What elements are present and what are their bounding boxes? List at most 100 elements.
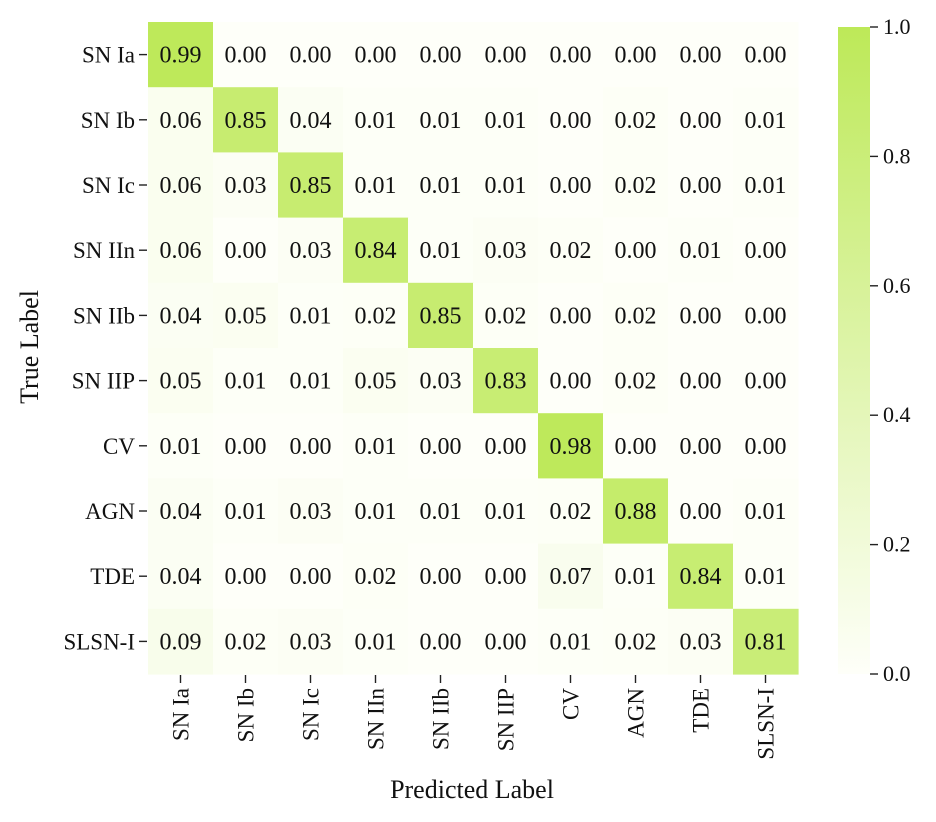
x-tick-label: SN IIP: [494, 688, 519, 751]
cell-value-label: 0.06: [160, 238, 202, 264]
cell-value-label: 0.00: [680, 108, 722, 134]
heatmap-cell: [408, 348, 474, 414]
heatmap-cell: [408, 217, 474, 284]
cell-value-label: 0.00: [485, 434, 527, 460]
cell-value-label: 0.00: [745, 43, 787, 69]
heatmap-cell: [213, 87, 279, 153]
heatmap-cell: [408, 608, 474, 675]
heatmap-cell: [733, 282, 799, 349]
cell-value-label: 0.06: [160, 108, 202, 134]
y-tick-label: TDE: [90, 564, 135, 589]
heatmap-cell: [473, 413, 539, 479]
cell-value-label: 0.00: [485, 43, 527, 69]
heatmap-cell: [343, 348, 409, 414]
heatmap-cell: [148, 22, 214, 88]
heatmap-cell: [343, 152, 409, 219]
x-tick-label: SN Ib: [234, 688, 259, 742]
x-tick-label: SN Ia: [169, 688, 194, 741]
y-axis-ticks: SN Ia SN Ib SN Ic SN IIn SN IIb SN IIP CV AGN TD…: [63, 43, 147, 654]
heatmap-cell: [343, 478, 409, 545]
heatmap-cell: [148, 543, 214, 610]
heatmap-cell: [733, 478, 799, 545]
cell-value-label: 0.02: [615, 369, 657, 395]
cell-value-label: 0.00: [745, 238, 787, 264]
x-tick-label: AGN: [624, 688, 649, 738]
cell-value-label: 0.01: [745, 499, 787, 525]
heatmap-cell: [213, 282, 279, 349]
heatmap-cell: [278, 478, 344, 545]
cell-value-label: 0.01: [355, 434, 397, 460]
heatmap-cell: [148, 87, 214, 153]
heatmap-cell: [343, 282, 409, 349]
cell-value-label: 0.02: [615, 303, 657, 329]
cell-value-label: 0.00: [550, 108, 592, 134]
cell-value-label: 0.02: [550, 238, 592, 264]
heatmap-cell: [603, 608, 669, 675]
cell-value-label: 0.99: [160, 43, 202, 69]
colorbar: 0.0 0.2 0.4 0.6 0.8 1.0: [838, 14, 911, 686]
cell-value-label: 0.00: [420, 564, 462, 590]
cell-value-label: 0.01: [680, 238, 722, 264]
cell-value-label: 0.00: [615, 43, 657, 69]
cell-value-label: 0.00: [290, 43, 332, 69]
cell-value-label: 0.02: [615, 629, 657, 655]
heatmap-cell: [668, 282, 734, 349]
cell-value-label: 0.05: [355, 369, 397, 395]
cell-value-label: 0.01: [550, 629, 592, 655]
heatmap-cell: [473, 348, 539, 414]
x-tick-label: SN IIn: [364, 688, 389, 750]
cell-value-label: 0.04: [290, 108, 332, 134]
colorbar-tick-label: 0.2: [883, 532, 911, 557]
heatmap-cell: [538, 282, 604, 349]
cell-value-label: 0.03: [290, 499, 332, 525]
heatmap-cell: [668, 413, 734, 479]
cell-value-label: 0.00: [225, 564, 267, 590]
heatmap-cell: [213, 217, 279, 284]
y-tick-label: SN Ib: [81, 108, 135, 133]
colorbar-tick-label: 0.4: [883, 402, 911, 427]
heatmap-cell: [603, 217, 669, 284]
heatmap-cell: [733, 87, 799, 153]
heatmap-cell: [278, 87, 344, 153]
heatmap-cell: [278, 282, 344, 349]
cell-value-label: 0.01: [355, 499, 397, 525]
heatmap-cell: [473, 87, 539, 153]
cell-value-label: 0.00: [680, 43, 722, 69]
cell-value-label: 0.88: [615, 499, 657, 525]
cell-value-label: 0.00: [680, 303, 722, 329]
heatmap-cell: [148, 217, 214, 284]
heatmap-cell: [733, 608, 799, 675]
y-tick-label: SN IIn: [73, 238, 135, 263]
heatmap-cell: [603, 282, 669, 349]
heatmap-cell: [603, 413, 669, 479]
cell-value-label: 0.01: [745, 564, 787, 590]
heatmap-cell: [278, 152, 344, 219]
cell-value-label: 0.01: [290, 369, 332, 395]
cell-value-label: 0.01: [615, 564, 657, 590]
cell-value-label: 0.01: [355, 629, 397, 655]
colorbar-tick-label: 0.0: [883, 661, 911, 686]
heatmap-cell: [538, 217, 604, 284]
cell-value-label: 0.01: [355, 173, 397, 199]
cell-value-label: 0.02: [615, 173, 657, 199]
cell-value-label: 0.01: [355, 108, 397, 134]
cell-value-label: 0.83: [485, 369, 527, 395]
heatmap-cell: [148, 608, 214, 675]
y-tick-label: SN IIP: [72, 369, 135, 394]
x-tick-label: SLSN-I: [754, 688, 779, 760]
cell-value-label: 0.02: [355, 303, 397, 329]
heatmap-cell: [538, 152, 604, 219]
colorbar-ticks: 0.0 0.2 0.4 0.6 0.8 1.0: [870, 14, 911, 686]
heatmap-cells: [148, 22, 799, 675]
cell-value-label: 0.03: [420, 369, 462, 395]
cell-value-label: 0.81: [745, 629, 787, 655]
cell-value-label: 0.02: [225, 629, 267, 655]
heatmap-cell: [603, 543, 669, 610]
cell-value-label: 0.00: [680, 369, 722, 395]
heatmap-cell: [278, 348, 344, 414]
heatmap-cell: [148, 478, 214, 545]
heatmap-cell: [538, 22, 604, 88]
cell-value-label: 0.04: [160, 564, 202, 590]
cell-value-label: 0.01: [745, 108, 787, 134]
cell-value-label: 0.07: [550, 564, 592, 590]
